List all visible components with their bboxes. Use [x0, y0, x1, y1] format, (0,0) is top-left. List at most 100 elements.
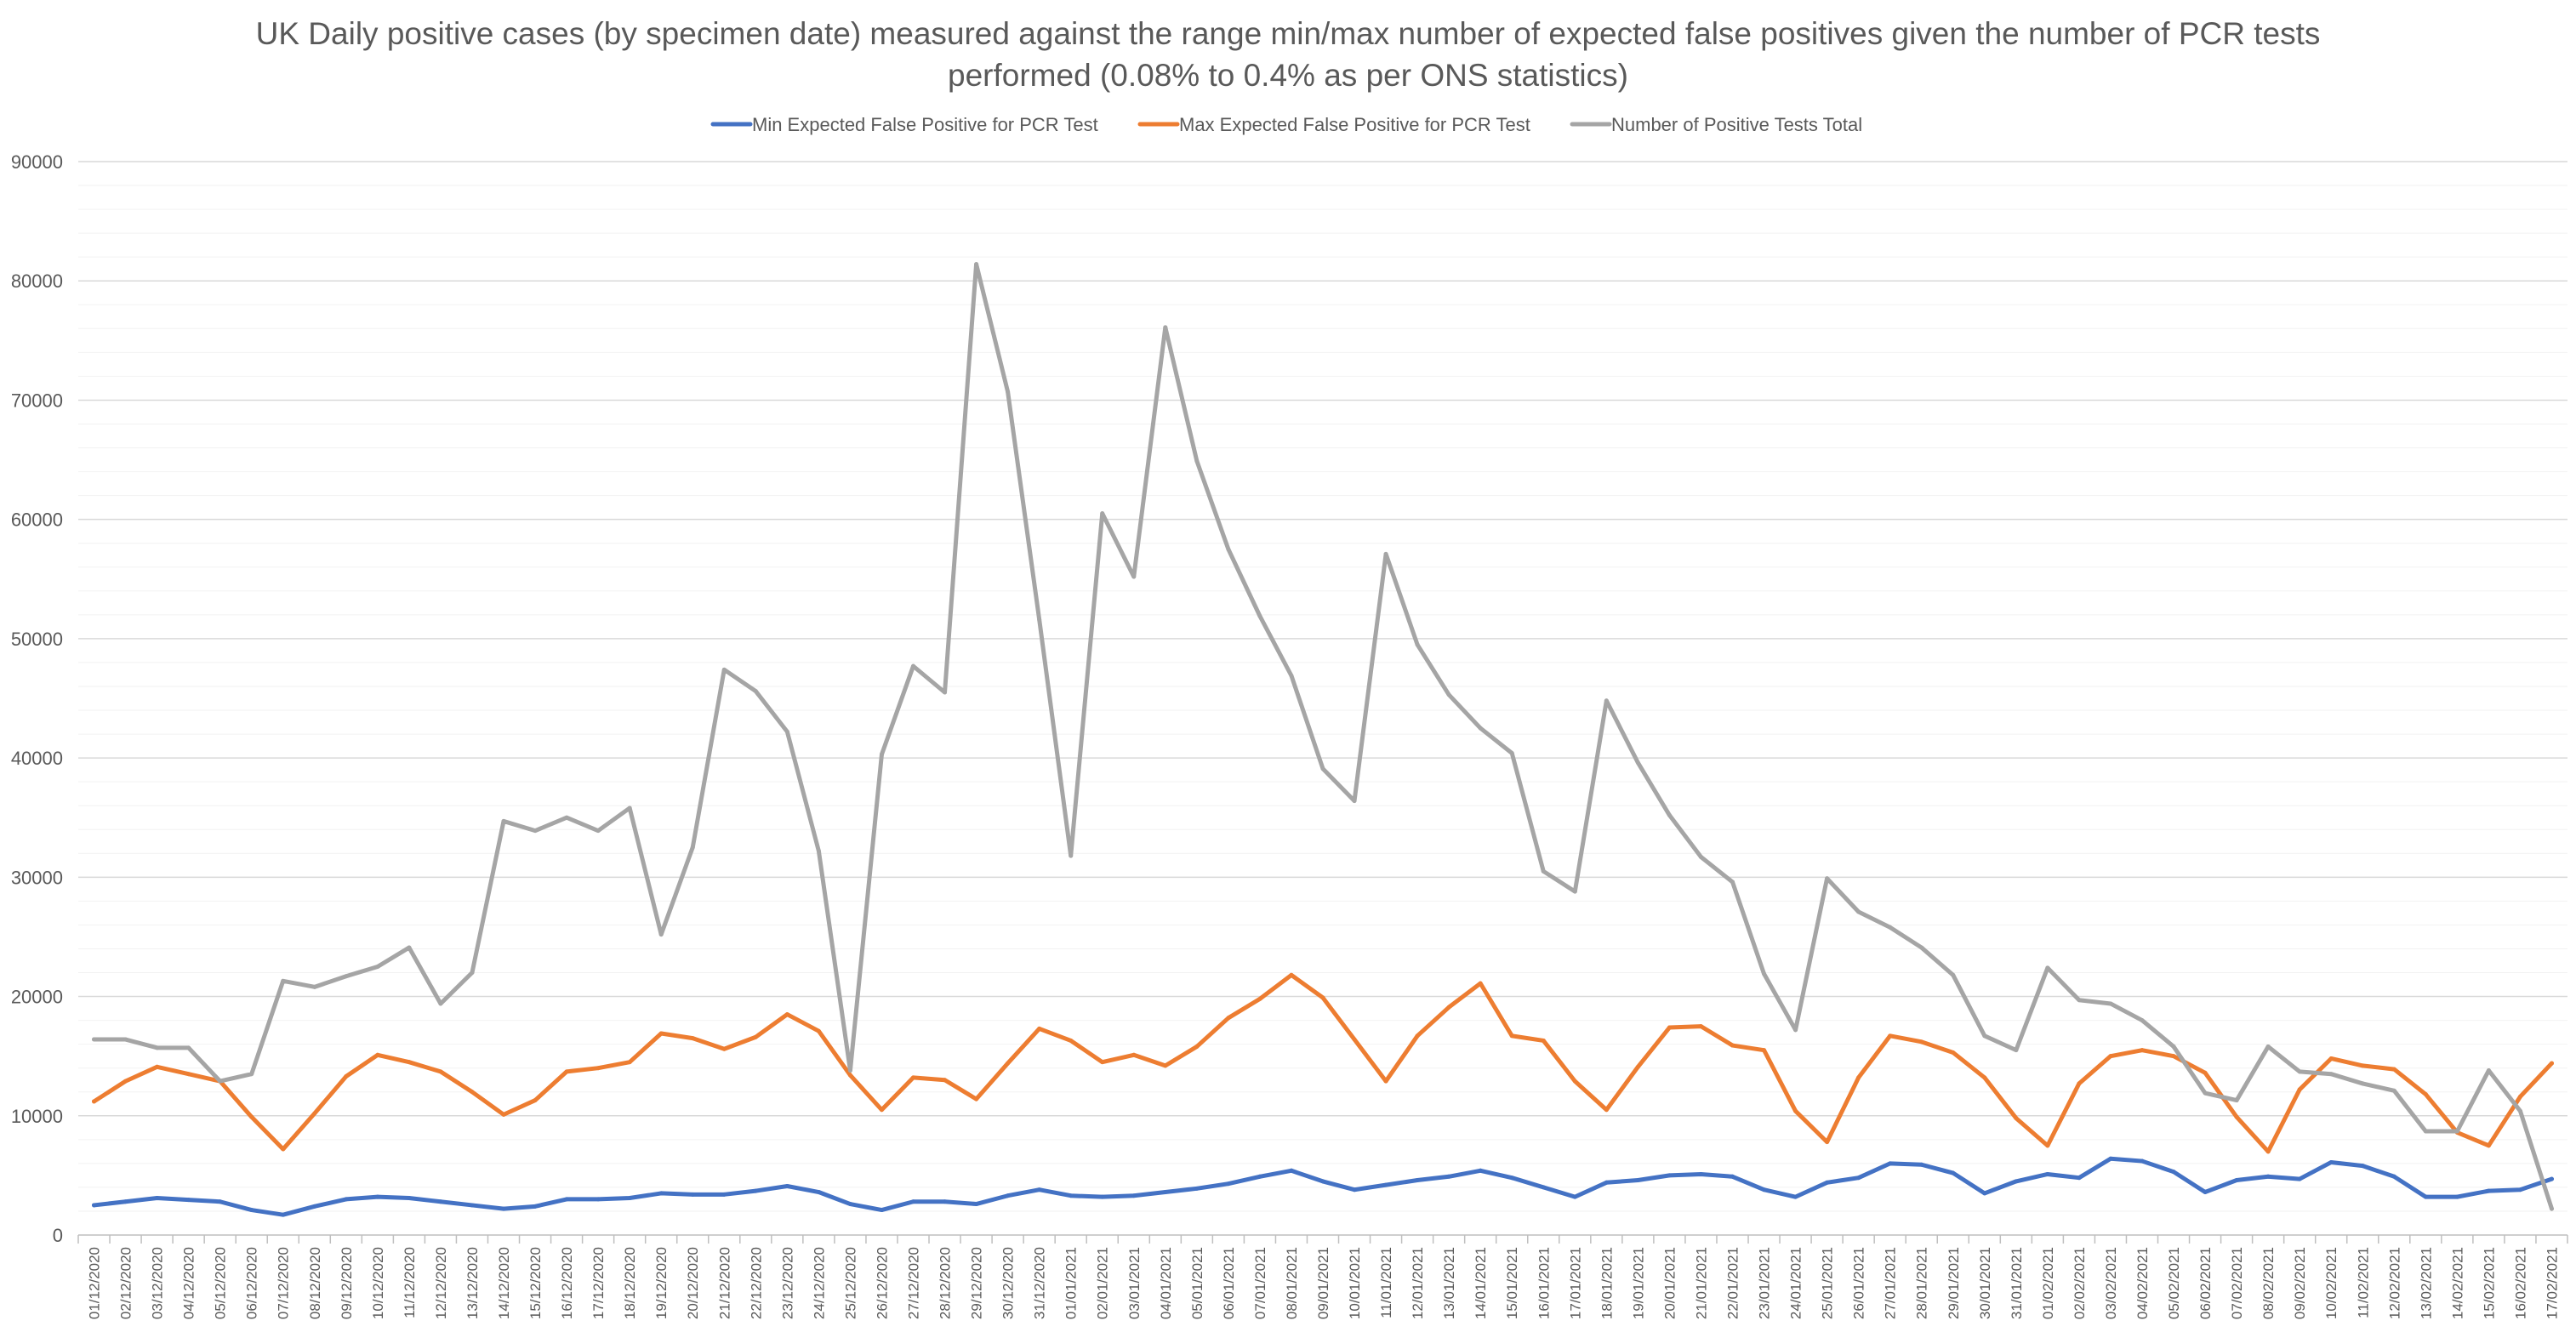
- x-tick-label: 21/01/2021: [1693, 1247, 1709, 1319]
- x-tick-label: 26/12/2020: [874, 1247, 890, 1319]
- total-series-point: [2391, 1088, 2396, 1093]
- min-series-point: [1951, 1170, 1956, 1175]
- min-series-point: [1478, 1168, 1483, 1173]
- min-series-point: [1604, 1180, 1609, 1185]
- x-tick-label: 06/01/2021: [1221, 1247, 1237, 1319]
- total-series-point: [92, 1037, 97, 1042]
- x-tick-label: 07/01/2021: [1252, 1247, 1268, 1319]
- x-tick-label: 16/12/2020: [559, 1247, 575, 1319]
- max-series-point: [1478, 981, 1483, 986]
- total-series-point: [2171, 1044, 2176, 1049]
- max-series-point: [375, 1052, 380, 1057]
- x-tick-label: 19/12/2020: [653, 1247, 670, 1319]
- x-tick-label: 19/01/2021: [1630, 1247, 1646, 1319]
- min-series-point: [1131, 1193, 1137, 1198]
- min-series-point: [879, 1208, 884, 1213]
- x-tick-label: 24/12/2020: [811, 1247, 827, 1319]
- total-series-point: [2328, 1072, 2334, 1077]
- total-series-point: [1131, 574, 1137, 579]
- max-series-point: [816, 1028, 821, 1033]
- min-series-point: [344, 1197, 349, 1202]
- min-series-point: [1289, 1168, 1294, 1173]
- minor-gridlines: [78, 185, 2567, 1212]
- x-tick-label: 11/12/2020: [402, 1247, 418, 1318]
- total-series-point: [2360, 1081, 2365, 1086]
- x-tick-label: 28/01/2021: [1914, 1247, 1930, 1319]
- total-series-point: [1698, 854, 1703, 859]
- total-series-point: [2486, 1067, 2491, 1073]
- x-tick-label: 12/02/2021: [2386, 1247, 2402, 1319]
- x-tick-label: 03/02/2021: [2103, 1247, 2119, 1319]
- total-series-point: [1730, 879, 1735, 885]
- max-series-point: [1635, 1064, 1640, 1069]
- y-tick-label: 70000: [11, 390, 63, 411]
- total-series-point: [470, 971, 475, 976]
- total-series-point: [1006, 390, 1011, 395]
- max-series-point: [1856, 1075, 1861, 1080]
- x-tick-label: 16/01/2021: [1536, 1247, 1552, 1319]
- x-tick-label: 25/01/2021: [1820, 1247, 1836, 1319]
- x-tick-label: 23/01/2021: [1757, 1247, 1773, 1319]
- x-tick-label: 30/12/2020: [1000, 1247, 1017, 1319]
- total-series-point: [312, 984, 317, 989]
- min-series-point: [281, 1212, 286, 1217]
- min-series-point: [2171, 1170, 2176, 1175]
- min-series-point: [1320, 1179, 1325, 1184]
- min-series-point: [1762, 1187, 1767, 1193]
- total-series-point: [1352, 799, 1357, 804]
- min-series-point: [1352, 1187, 1357, 1193]
- total-series-point: [2108, 1001, 2113, 1006]
- total-series-point: [155, 1045, 160, 1050]
- total-series-point: [690, 845, 695, 850]
- x-tick-label: 27/12/2020: [906, 1247, 922, 1319]
- total-series-point: [1604, 698, 1609, 703]
- min-series-point: [658, 1191, 664, 1196]
- total-series-point: [2423, 1129, 2428, 1134]
- min-series-point: [218, 1199, 223, 1204]
- x-tick-label: 12/01/2021: [1410, 1247, 1426, 1319]
- max-series-point: [155, 1064, 160, 1069]
- max-series-point: [2360, 1063, 2365, 1068]
- total-series-point: [2517, 1108, 2522, 1113]
- legend-label-total: Number of Positive Tests Total: [1611, 114, 1862, 135]
- total-series-point: [1478, 726, 1483, 731]
- total-series-point: [1509, 751, 1514, 756]
- x-tick-label: 05/02/2021: [2166, 1247, 2182, 1319]
- max-series-point: [1888, 1033, 1893, 1039]
- x-tick-label: 22/01/2021: [1724, 1247, 1741, 1319]
- min-series-point: [470, 1203, 475, 1208]
- max-series-point: [1793, 1108, 1798, 1113]
- x-tick-label: 20/01/2021: [1661, 1247, 1678, 1319]
- max-series-point: [1069, 1038, 1074, 1043]
- x-tick-label: 08/12/2020: [307, 1247, 323, 1319]
- max-series-point: [1446, 1005, 1451, 1010]
- total-series-point: [816, 848, 821, 853]
- total-series-point: [974, 262, 979, 267]
- total-series-point: [123, 1037, 128, 1042]
- chart-title-line-2: performed (0.08% to 0.4% as per ONS stat…: [948, 58, 1628, 93]
- total-series-point: [1289, 673, 1294, 678]
- min-series-point: [92, 1203, 97, 1208]
- min-series-point: [2108, 1156, 2113, 1161]
- total-series-point: [1667, 812, 1672, 817]
- max-series-point: [1289, 972, 1294, 977]
- y-tick-label: 90000: [11, 151, 63, 173]
- min-series-point: [249, 1208, 254, 1213]
- max-series-point: [2549, 1061, 2554, 1066]
- x-tick-label: 07/02/2021: [2229, 1247, 2245, 1319]
- total-series-point: [847, 1067, 852, 1073]
- y-tick-label: 50000: [11, 629, 63, 650]
- max-series-point: [564, 1069, 569, 1074]
- max-series-point: [1037, 1026, 1042, 1031]
- total-series-point: [721, 667, 727, 672]
- max-series-point: [1257, 996, 1262, 1001]
- min-series-point: [2140, 1158, 2145, 1164]
- x-tick-label: 22/12/2020: [748, 1247, 764, 1319]
- x-tick-label: 04/02/2021: [2134, 1247, 2151, 1319]
- max-series-point: [1131, 1052, 1137, 1057]
- max-series-point: [847, 1073, 852, 1078]
- min-series-point: [2328, 1159, 2334, 1164]
- x-tick-label: 01/01/2021: [1063, 1247, 1080, 1319]
- x-tick-label: 18/01/2021: [1599, 1247, 1615, 1319]
- total-series: [92, 262, 2554, 1211]
